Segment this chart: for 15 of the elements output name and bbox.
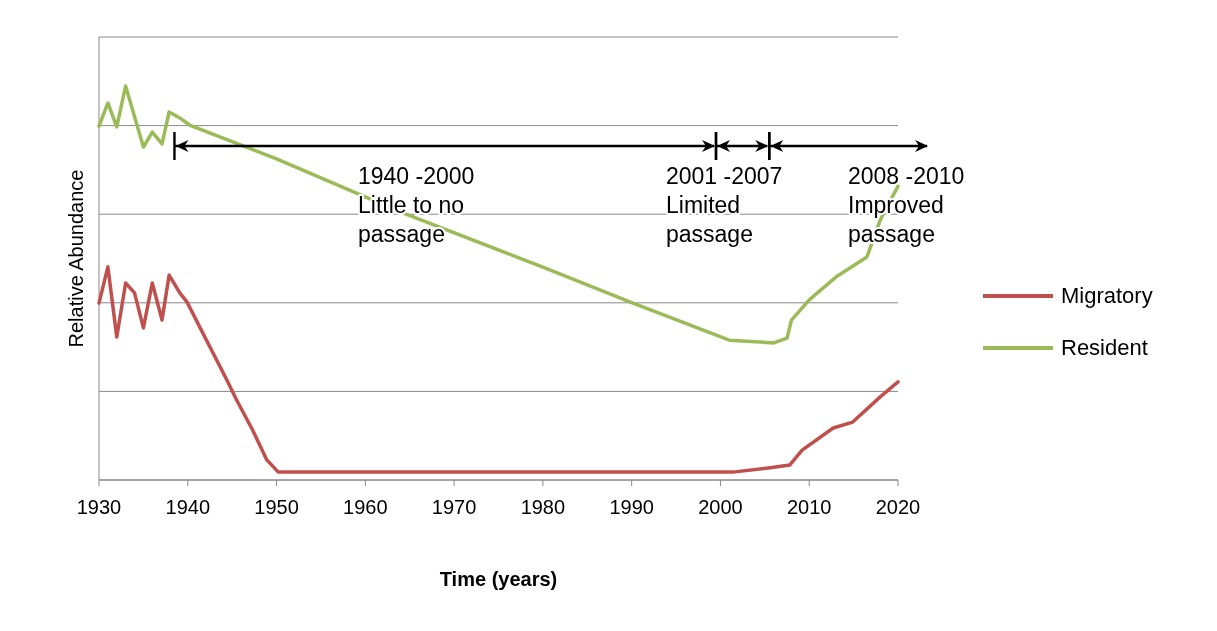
- x-tick-label: 2000: [698, 496, 743, 518]
- legend-label: Migratory: [1061, 283, 1153, 308]
- x-tick-label: 1990: [609, 496, 654, 518]
- x-axis-title: Time (years): [439, 568, 558, 590]
- x-tick-label: 1950: [254, 496, 299, 518]
- x-tick-label: 1940: [165, 496, 211, 518]
- x-tick-label: 1930: [76, 496, 122, 518]
- x-tick-label: 2020: [875, 496, 921, 518]
- annotation: 2001 -2007 Limited passage: [666, 163, 783, 247]
- x-tick-label: 1980: [520, 496, 566, 518]
- x-tick-label: 1970: [431, 496, 477, 518]
- legend-label: Resident: [1061, 335, 1148, 360]
- x-tick-label: 1960: [343, 496, 388, 518]
- x-tick-label: 2010: [786, 496, 832, 518]
- y-axis-title: Relative Abundance: [65, 169, 87, 348]
